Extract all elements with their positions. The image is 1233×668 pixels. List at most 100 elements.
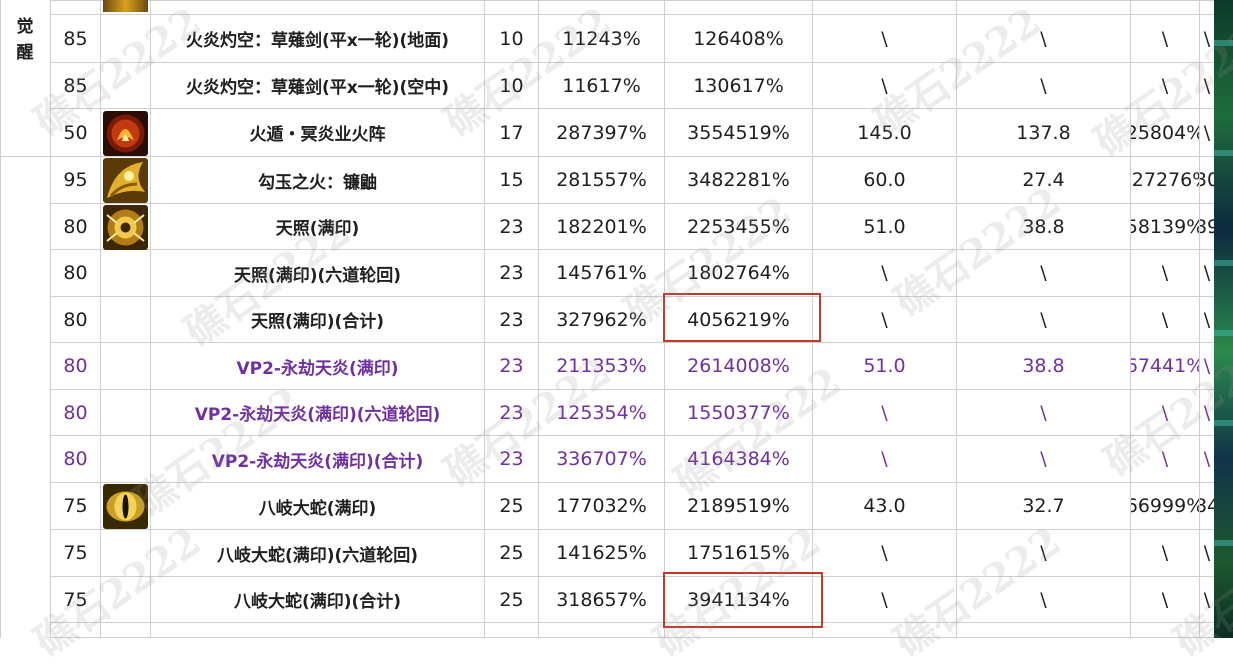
value-cell: \ — [1203, 542, 1211, 564]
value-cell: \ — [1040, 308, 1047, 331]
percent-total-cell: 130617% — [693, 74, 784, 97]
grid-line-horizontal — [50, 622, 1214, 623]
grid-line-vertical — [812, 0, 813, 638]
percent-cell: \ — [1161, 27, 1169, 50]
side-image-detail — [1214, 260, 1233, 266]
grid-line-horizontal — [50, 389, 1214, 390]
side-image-detail — [1214, 540, 1233, 546]
skill-name-cell: 八岐大蛇(满印) — [258, 498, 377, 519]
cooldown-cell: 10 — [499, 27, 524, 50]
grid-line-horizontal — [50, 0, 1214, 1]
value-cell: 32.7 — [1022, 495, 1065, 517]
group-label-char: 觉 — [16, 17, 34, 37]
grid-line-horizontal — [50, 576, 1214, 577]
value-cell: \ — [881, 27, 888, 50]
value-cell: 43.0 — [863, 495, 906, 517]
percent-total-cell: 3482281% — [687, 169, 790, 191]
cooldown-cell: 25 — [499, 495, 524, 517]
value-cell: \ — [1203, 588, 1211, 611]
level-cell: 85 — [63, 27, 88, 50]
percent-cell: 11617% — [562, 74, 641, 97]
grid-line-horizontal — [50, 14, 1214, 15]
value-cell: 1890 — [1200, 215, 1214, 238]
fire-skill-icon — [103, 111, 148, 156]
grid-line-horizontal — [50, 435, 1214, 436]
level-cell: 80 — [63, 215, 88, 238]
percent-cell: 141625% — [556, 542, 647, 564]
cooldown-cell: 15 — [499, 169, 524, 191]
percent-total-cell: 2614008% — [687, 355, 790, 377]
cooldown-cell: 23 — [499, 262, 524, 284]
group-label-awakening: 觉醒 — [0, 14, 50, 66]
value-cell: \ — [1203, 355, 1211, 377]
value-cell: \ — [881, 401, 888, 424]
percent-total-cell: 4164384% — [687, 448, 790, 470]
grid-line-vertical — [150, 0, 151, 638]
value-cell: 51.0 — [863, 215, 906, 238]
level-cell: 80 — [63, 262, 88, 284]
grid-line-vertical — [0, 0, 1, 638]
value-cell: \ — [881, 74, 888, 97]
value-cell: \ — [1040, 588, 1047, 611]
grid-line-horizontal — [50, 482, 1214, 483]
percent-cell: 182201% — [556, 215, 647, 238]
percent-total-cell: 1751615% — [687, 542, 790, 564]
cooldown-cell: 25 — [499, 588, 524, 611]
percent-total-cell: 2253455% — [687, 215, 790, 238]
skill-name-cell: 火炎灼空：草薙剑(平x一轮)(空中) — [185, 78, 450, 98]
value-cell: \ — [1203, 448, 1211, 470]
level-cell: 80 — [63, 308, 88, 331]
value-cell: \ — [881, 448, 888, 470]
value-cell: \ — [1040, 448, 1047, 470]
grid-line-vertical — [1130, 0, 1131, 638]
grid-line-vertical — [956, 0, 957, 638]
grid-line-vertical — [1199, 0, 1200, 638]
serpent-eye-skill-icon — [103, 484, 148, 529]
grid-line-horizontal — [50, 296, 1214, 297]
percent-cell: 281557% — [556, 169, 647, 191]
skill-name-cell: 天照(满印) — [275, 219, 360, 239]
percent-cell: 145761% — [556, 262, 647, 284]
level-cell: 80 — [63, 448, 88, 470]
grid-line-vertical — [484, 0, 485, 638]
percent-cell: 66999% — [1131, 495, 1199, 517]
grid-line-horizontal — [50, 203, 1214, 204]
percent-cell: 327962% — [556, 308, 647, 331]
grid-line-horizontal — [0, 156, 1214, 157]
value-cell: \ — [1203, 401, 1211, 424]
value-cell: \ — [1203, 121, 1211, 144]
side-image-detail — [1214, 420, 1233, 426]
value-cell: 137.8 — [1016, 121, 1071, 144]
level-cell: 75 — [63, 495, 88, 517]
percent-cell: 11243% — [562, 27, 641, 50]
grid-line-horizontal — [50, 108, 1214, 109]
value-cell: \ — [881, 308, 888, 331]
level-cell: 95 — [63, 169, 88, 191]
level-cell: 85 — [63, 74, 88, 97]
skill-name-cell: 火炎灼空：草薙剑(平x一轮)(地面) — [185, 31, 450, 51]
grid-line-horizontal — [50, 62, 1214, 63]
cooldown-cell: 25 — [499, 542, 524, 564]
skill-name-cell: 天照(满印)(合计) — [250, 312, 385, 332]
cooldown-cell: 23 — [499, 355, 524, 377]
level-cell: 75 — [63, 588, 88, 611]
cooldown-cell: 10 — [499, 74, 524, 97]
percent-cell: 67441% — [1131, 355, 1199, 377]
skill-name-cell: 八岐大蛇(满印)(六道轮回) — [216, 545, 419, 566]
level-cell: 80 — [63, 401, 88, 424]
value-cell: \ — [1203, 262, 1211, 284]
icon-partial — [103, 0, 148, 12]
percent-cell: \ — [1161, 308, 1169, 331]
percent-cell: \ — [1161, 401, 1169, 424]
value-cell: \ — [1203, 74, 1211, 97]
percent-cell: 177032% — [556, 495, 647, 517]
skill-name-cell: 天照(满印)(六道轮回) — [233, 265, 402, 286]
value-cell: 51.0 — [863, 355, 906, 377]
percent-cell: 211353% — [556, 355, 647, 377]
side-image-detail — [1214, 40, 1233, 46]
percent-cell: 25804% — [1131, 121, 1199, 144]
grid-line-vertical — [538, 0, 539, 638]
grid-line-horizontal — [50, 529, 1214, 530]
percent-cell: 127276% — [1131, 169, 1199, 191]
